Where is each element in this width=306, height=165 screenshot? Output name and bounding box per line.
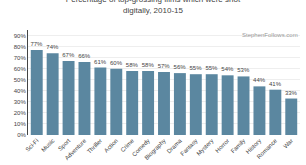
svg-text:60%: 60% [110, 60, 123, 66]
svg-text:80%: 80% [14, 44, 27, 50]
svg-text:StephenFollows.com: StephenFollows.com [242, 32, 298, 38]
svg-text:74%: 74% [46, 44, 59, 50]
svg-text:77%: 77% [30, 41, 43, 47]
svg-text:Biography: Biography [143, 138, 166, 161]
svg-text:33%: 33% [285, 90, 298, 96]
svg-text:58%: 58% [142, 62, 155, 68]
svg-text:67%: 67% [62, 52, 75, 58]
svg-text:66%: 66% [78, 53, 91, 59]
svg-text:30%: 30% [14, 99, 27, 105]
svg-text:Sport: Sport [57, 137, 72, 152]
svg-text:58%: 58% [126, 62, 139, 68]
svg-text:61%: 61% [94, 59, 107, 65]
svg-text:Crime: Crime [119, 137, 135, 153]
svg-text:53%: 53% [237, 67, 250, 73]
svg-text:70%: 70% [14, 55, 27, 61]
svg-text:0%: 0% [17, 132, 26, 138]
svg-text:10%: 10% [14, 121, 27, 127]
svg-text:Mystery: Mystery [195, 138, 214, 157]
svg-text:Romance: Romance [256, 137, 279, 160]
svg-text:Action: Action [103, 138, 119, 154]
svg-text:90%: 90% [14, 33, 27, 39]
svg-text:Music: Music [40, 138, 55, 153]
svg-text:Horror: Horror [214, 138, 230, 154]
svg-text:20%: 20% [14, 110, 27, 116]
svg-text:57%: 57% [158, 63, 171, 69]
svg-text:History: History [245, 138, 262, 155]
svg-text:41%: 41% [269, 81, 282, 87]
svg-text:40%: 40% [14, 88, 27, 94]
svg-text:Thriller: Thriller [86, 138, 103, 155]
svg-text:Family: Family [230, 138, 247, 155]
svg-text:Adventure: Adventure [64, 137, 88, 161]
svg-text:Percentage of top-grossing fil: Percentage of top-grossing films which w… [66, 0, 241, 15]
svg-text:Drama: Drama [166, 137, 183, 154]
svg-text:56%: 56% [174, 64, 187, 70]
svg-text:55%: 55% [189, 65, 202, 71]
svg-text:44%: 44% [253, 77, 266, 83]
svg-text:60%: 60% [14, 66, 27, 72]
svg-text:Sci-Fi: Sci-Fi [24, 138, 39, 153]
svg-text:50%: 50% [14, 77, 27, 83]
svg-text:Comedy: Comedy [131, 138, 151, 158]
svg-text:55%: 55% [205, 65, 218, 71]
svg-text:War: War [282, 138, 294, 150]
svg-text:Fantasy: Fantasy [179, 138, 198, 157]
svg-text:54%: 54% [221, 66, 234, 72]
